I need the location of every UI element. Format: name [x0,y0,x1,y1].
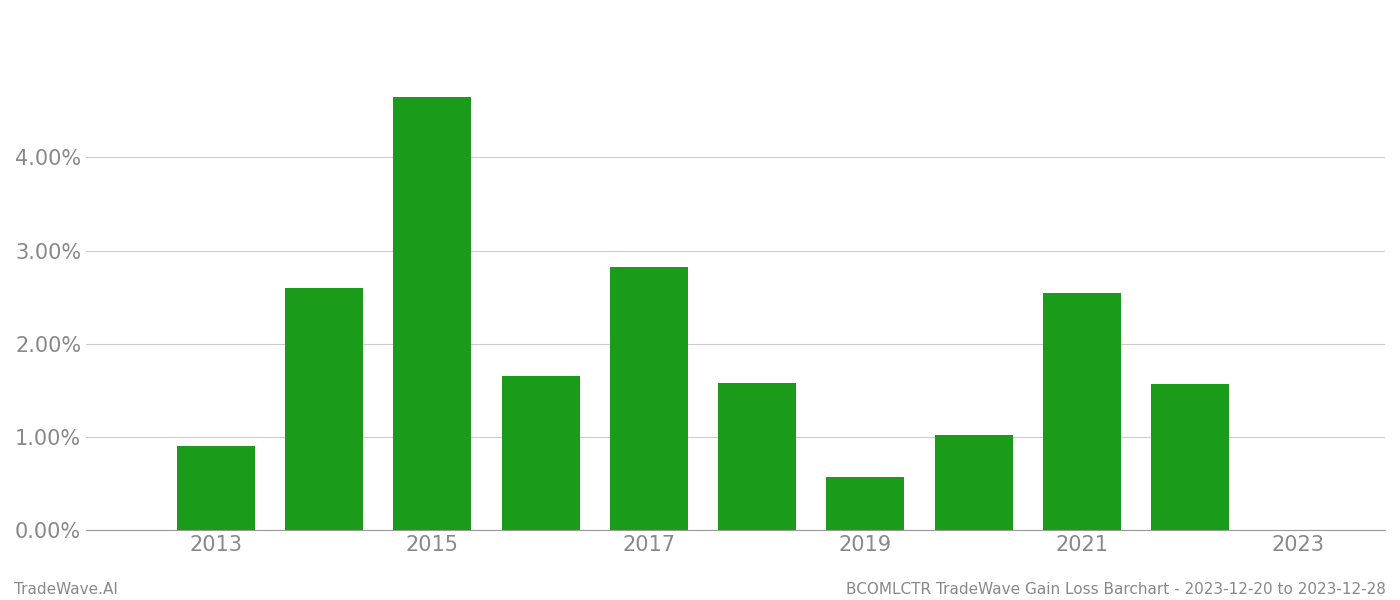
Bar [826,477,904,530]
Bar [393,97,472,530]
Bar [935,435,1012,530]
Bar [286,288,363,530]
Text: TradeWave.AI: TradeWave.AI [14,582,118,597]
Bar [610,268,687,530]
Bar [1043,293,1121,530]
Bar [718,383,797,530]
Bar [501,376,580,530]
Bar [176,446,255,530]
Bar [1151,384,1229,530]
Text: BCOMLCTR TradeWave Gain Loss Barchart - 2023-12-20 to 2023-12-28: BCOMLCTR TradeWave Gain Loss Barchart - … [846,582,1386,597]
